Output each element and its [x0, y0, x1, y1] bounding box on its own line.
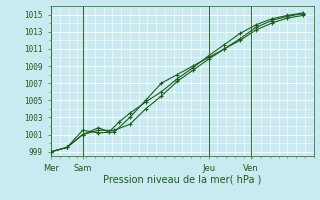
X-axis label: Pression niveau de la mer( hPa ): Pression niveau de la mer( hPa ): [103, 175, 261, 185]
